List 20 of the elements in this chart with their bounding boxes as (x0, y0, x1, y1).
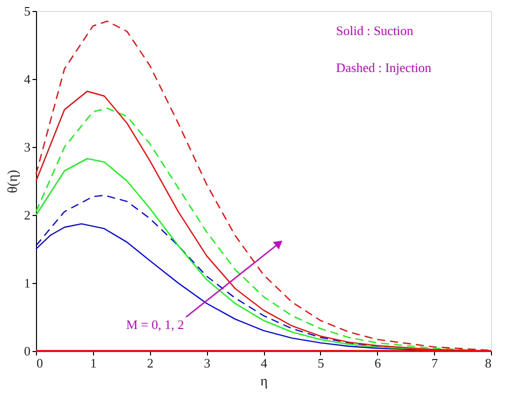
x-tick-label: 8 (485, 356, 492, 370)
annotation: M = 0, 1, 2 (126, 317, 184, 332)
y-tick-label: 4 (24, 72, 31, 86)
x-tick-label: 0 (36, 356, 43, 370)
x-tick-label: 5 (318, 356, 324, 370)
x-tick-label: 1 (90, 356, 97, 370)
x-axis-title: η (260, 374, 268, 390)
x-tick-label: 7 (431, 356, 438, 370)
y-tick-label: 0 (24, 344, 30, 358)
annotation: Solid : Suction (336, 23, 414, 38)
y-tick-label: 1 (24, 276, 30, 290)
annotation: Dashed : Injection (336, 60, 432, 75)
y-tick-label: 5 (24, 4, 30, 18)
y-tick-label: 3 (24, 140, 30, 154)
x-tick-label: 2 (147, 356, 154, 370)
y-tick-label: 2 (24, 208, 30, 222)
x-tick-label: 4 (260, 356, 268, 370)
y-axis-title: θ(η) (6, 169, 21, 194)
x-tick-label: 6 (374, 356, 382, 370)
x-tick-label: 3 (204, 356, 210, 370)
